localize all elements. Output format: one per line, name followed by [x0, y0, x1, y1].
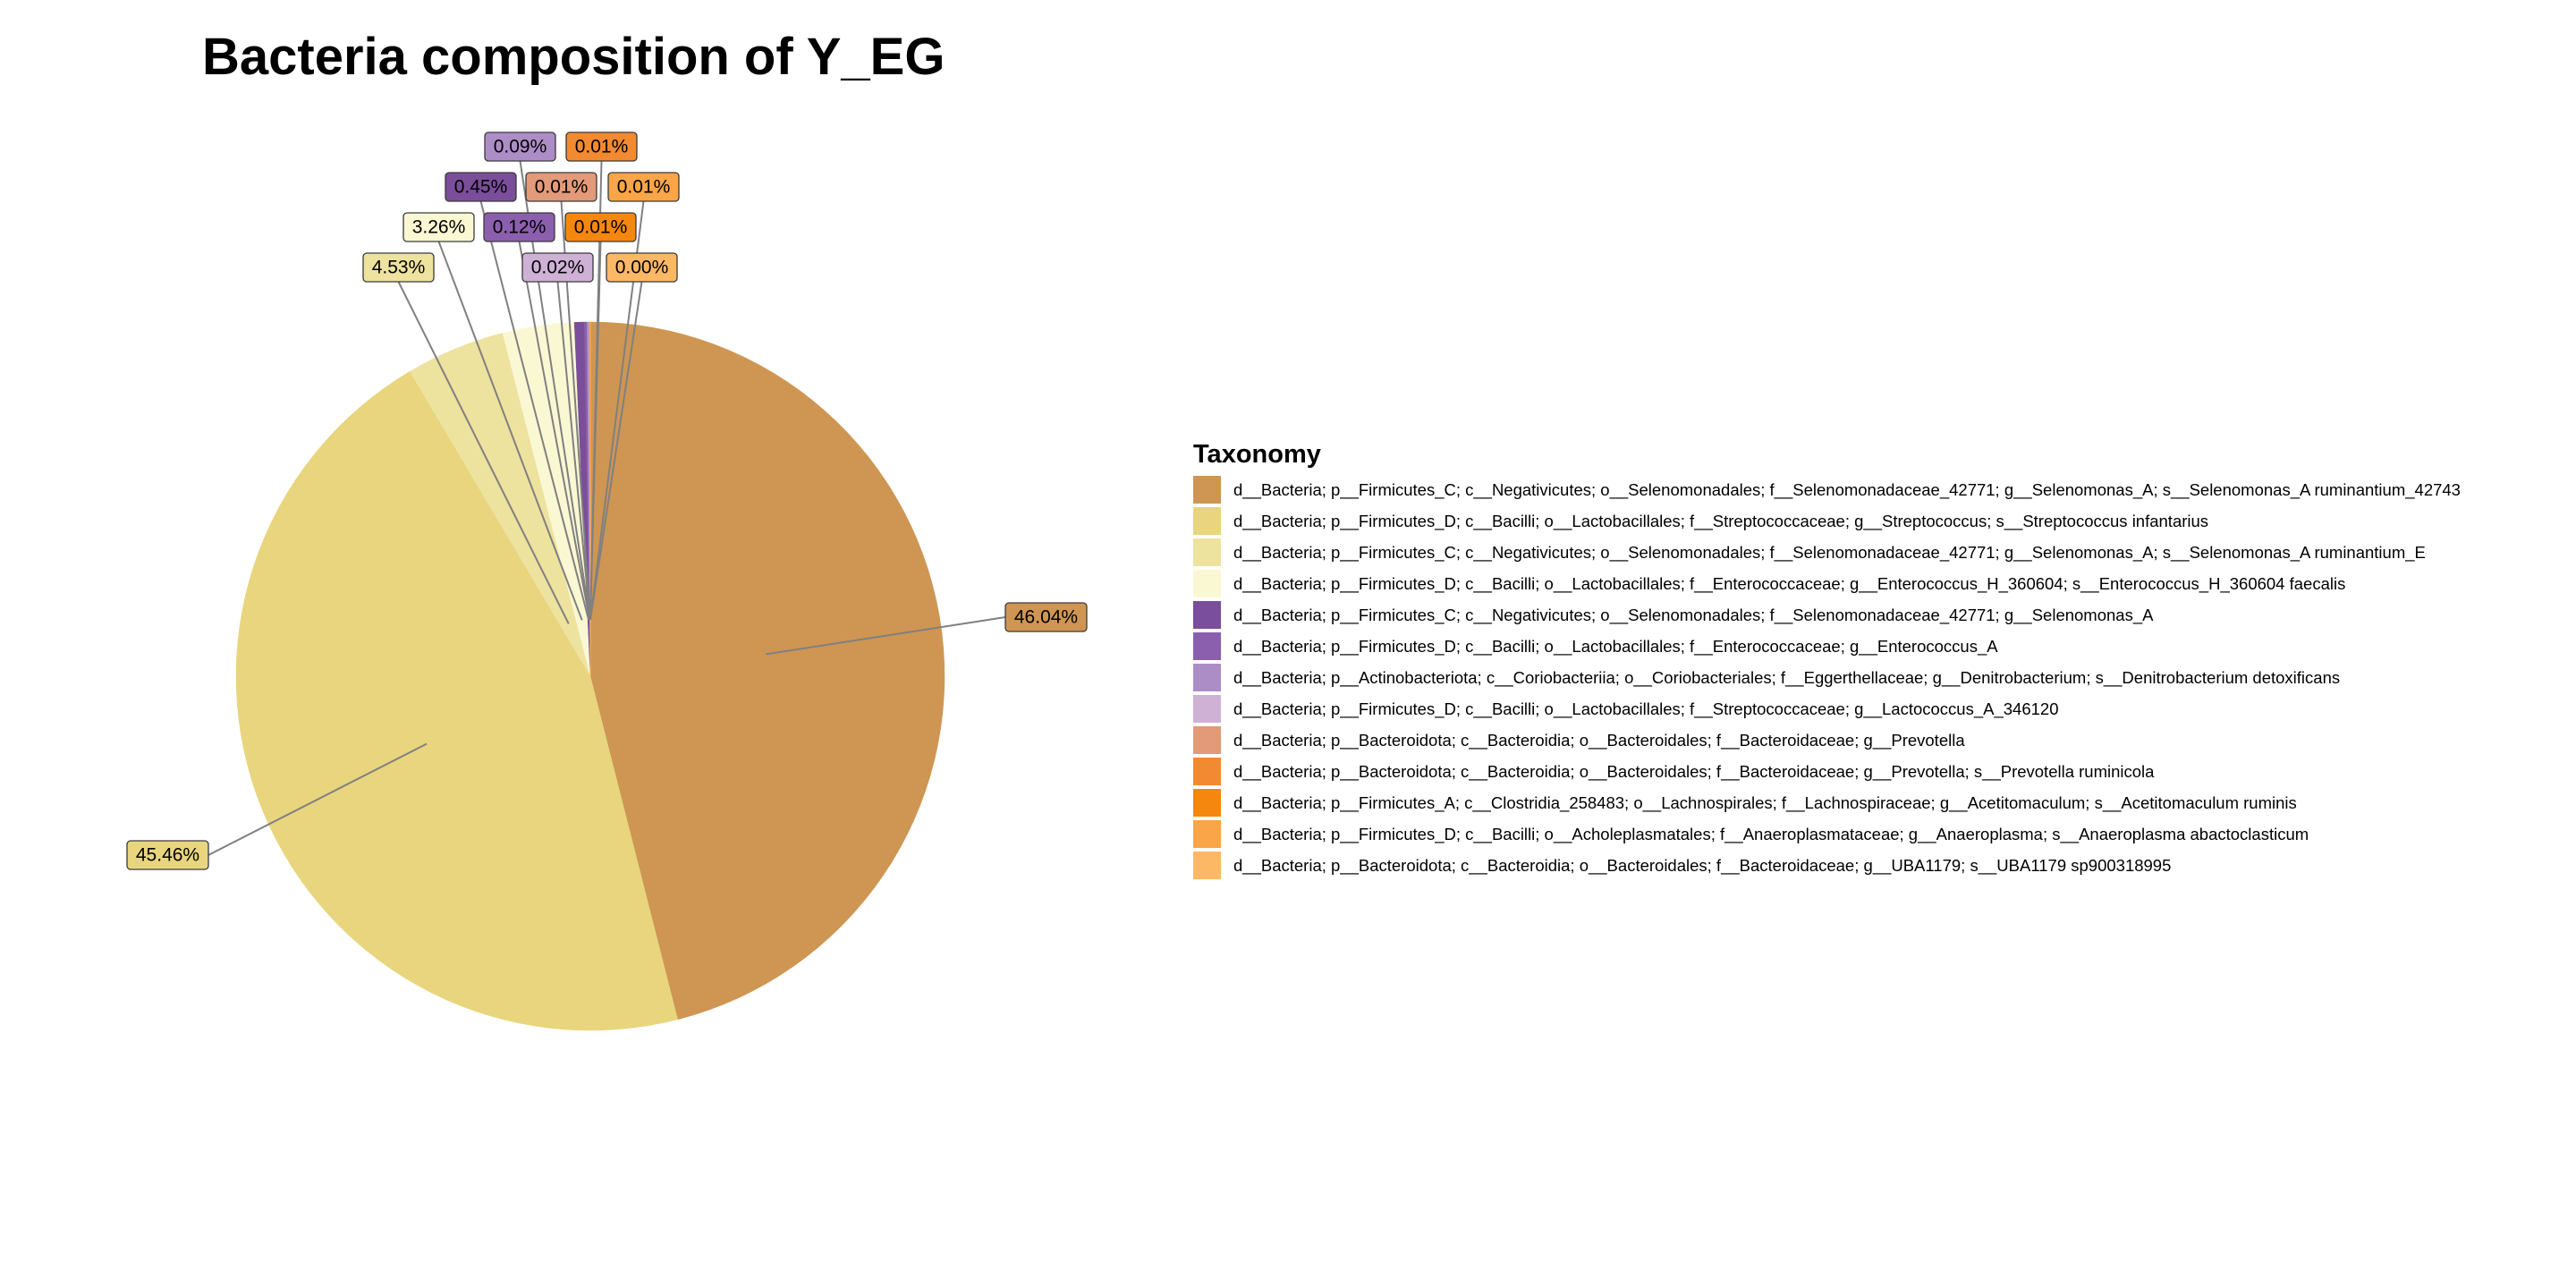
leader-line-1 [766, 616, 1006, 656]
data-label-4: 3.26% [412, 217, 466, 238]
data-label-box-13 [606, 252, 678, 283]
leader-line-11 [589, 241, 602, 620]
pie-slice-2 [235, 370, 678, 1031]
legend-swatch [1193, 507, 1221, 535]
legend-item: d__Bacteria; p__Firmicutes_D; c__Bacilli… [1193, 818, 2461, 850]
data-label-box-9 [525, 172, 597, 202]
legend-label: d__Bacteria; p__Firmicutes_A; c__Clostri… [1233, 792, 2297, 812]
data-label-box-12 [607, 172, 680, 202]
legend-swatch [1193, 570, 1221, 597]
data-label-7: 0.09% [494, 137, 547, 157]
legend-item: d__Bacteria; p__Firmicutes_D; c__Bacilli… [1193, 568, 2461, 599]
pie-chart: 46.04% 45.46% 4.53% 3.26% 0.45% 0.12% 0.09% 0.0… [126, 131, 1088, 1031]
data-label-box-7 [484, 131, 556, 162]
legend-item: d__Bacteria; p__Firmicutes_D; c__Bacilli… [1193, 505, 2461, 537]
leader-line-4 [437, 241, 583, 621]
legend-swatch [1193, 852, 1221, 879]
data-label-6: 0.12% [493, 217, 547, 238]
data-label-11: 0.01% [574, 217, 628, 238]
legend-swatch [1193, 632, 1221, 660]
legend-item: d__Bacteria; p__Firmicutes_C; c__Negativ… [1193, 474, 2461, 505]
legend-swatch [1193, 726, 1221, 754]
legend-swatch [1193, 789, 1221, 817]
legend-swatch [1193, 820, 1221, 848]
legend-label: d__Bacteria; p__Bacteroidota; c__Bactero… [1233, 761, 2155, 781]
data-label-box-1 [1004, 602, 1088, 632]
legend-label: d__Bacteria; p__Firmicutes_C; c__Negativ… [1233, 605, 2154, 624]
leader-line-6 [518, 241, 591, 620]
legend-title: Taxonomy [1193, 440, 1321, 469]
legend-item: d__Bacteria; p__Firmicutes_A; c__Clostri… [1193, 787, 2461, 818]
legend-item: d__Bacteria; p__Bacteroidota; c__Bactero… [1193, 724, 2461, 756]
legend-item: d__Bacteria; p__Firmicutes_D; c__Bacilli… [1193, 631, 2461, 662]
legend-label: d__Bacteria; p__Firmicutes_C; c__Negativ… [1233, 479, 2461, 499]
legend-swatch [1193, 758, 1221, 785]
leader-line-13 [589, 281, 643, 620]
data-label-13: 0.00% [615, 258, 669, 278]
legend-label: d__Bacteria; p__Firmicutes_D; c__Bacilli… [1233, 699, 2059, 718]
legend-swatch [1193, 601, 1221, 629]
legend-item: d__Bacteria; p__Actinobacteriota; c__Cor… [1193, 662, 2461, 693]
data-label-10: 0.01% [575, 137, 629, 157]
data-label-box-8 [521, 252, 594, 283]
chart-title: Bacteria composition of Y_EG [202, 28, 945, 86]
legend-swatch [1193, 476, 1221, 504]
data-label-box-2 [126, 840, 209, 870]
data-label-1: 46.04% [1014, 607, 1078, 628]
leader-line-2 [208, 742, 428, 856]
data-label-5: 0.45% [454, 177, 508, 198]
leader-line-5 [479, 200, 589, 620]
pie-slice-1 [589, 321, 945, 1021]
data-label-2: 45.46% [136, 845, 199, 866]
legend-label: d__Bacteria; p__Firmicutes_D; c__Bacilli… [1233, 824, 2309, 843]
data-label-8: 0.02% [531, 258, 585, 278]
legend-label: d__Bacteria; p__Bacteroidota; c__Bactero… [1233, 730, 1965, 750]
data-label-box-4 [402, 212, 475, 242]
data-label-box-3 [362, 252, 435, 283]
data-label-box-11 [564, 212, 637, 242]
legend: Taxonomy d__Bacteria; p__Firmicutes_C; c… [1193, 435, 2461, 881]
legend-item: d__Bacteria; p__Firmicutes_C; c__Negativ… [1193, 537, 2461, 568]
legend-label: d__Bacteria; p__Actinobacteriota; c__Cor… [1233, 667, 2341, 687]
legend-label: d__Bacteria; p__Firmicutes_C; c__Negativ… [1233, 542, 2426, 562]
data-label-box-6 [483, 212, 555, 242]
leader-line-3 [397, 281, 570, 624]
legend-label: d__Bacteria; p__Firmicutes_D; c__Bacilli… [1233, 511, 2209, 530]
legend-item: d__Bacteria; p__Firmicutes_D; c__Bacilli… [1193, 693, 2461, 724]
data-label-12: 0.01% [617, 177, 671, 198]
legend-swatch [1193, 664, 1221, 691]
legend-label: d__Bacteria; p__Firmicutes_D; c__Bacilli… [1233, 636, 1998, 656]
legend-swatch [1193, 695, 1221, 723]
legend-label: d__Bacteria; p__Firmicutes_D; c__Bacilli… [1233, 573, 2346, 593]
data-label-3: 4.53% [372, 258, 426, 278]
data-label-9: 0.01% [535, 177, 589, 198]
leader-line-8 [556, 281, 591, 620]
data-label-box-10 [565, 131, 638, 162]
data-label-box-5 [445, 172, 517, 202]
legend-item: d__Bacteria; p__Firmicutes_C; c__Negativ… [1193, 599, 2461, 631]
legend-item: d__Bacteria; p__Bacteroidota; c__Bactero… [1193, 850, 2461, 881]
legend-swatch [1193, 538, 1221, 566]
legend-item: d__Bacteria; p__Bacteroidota; c__Bactero… [1193, 756, 2461, 787]
legend-label: d__Bacteria; p__Bacteroidota; c__Bactero… [1233, 855, 2172, 875]
